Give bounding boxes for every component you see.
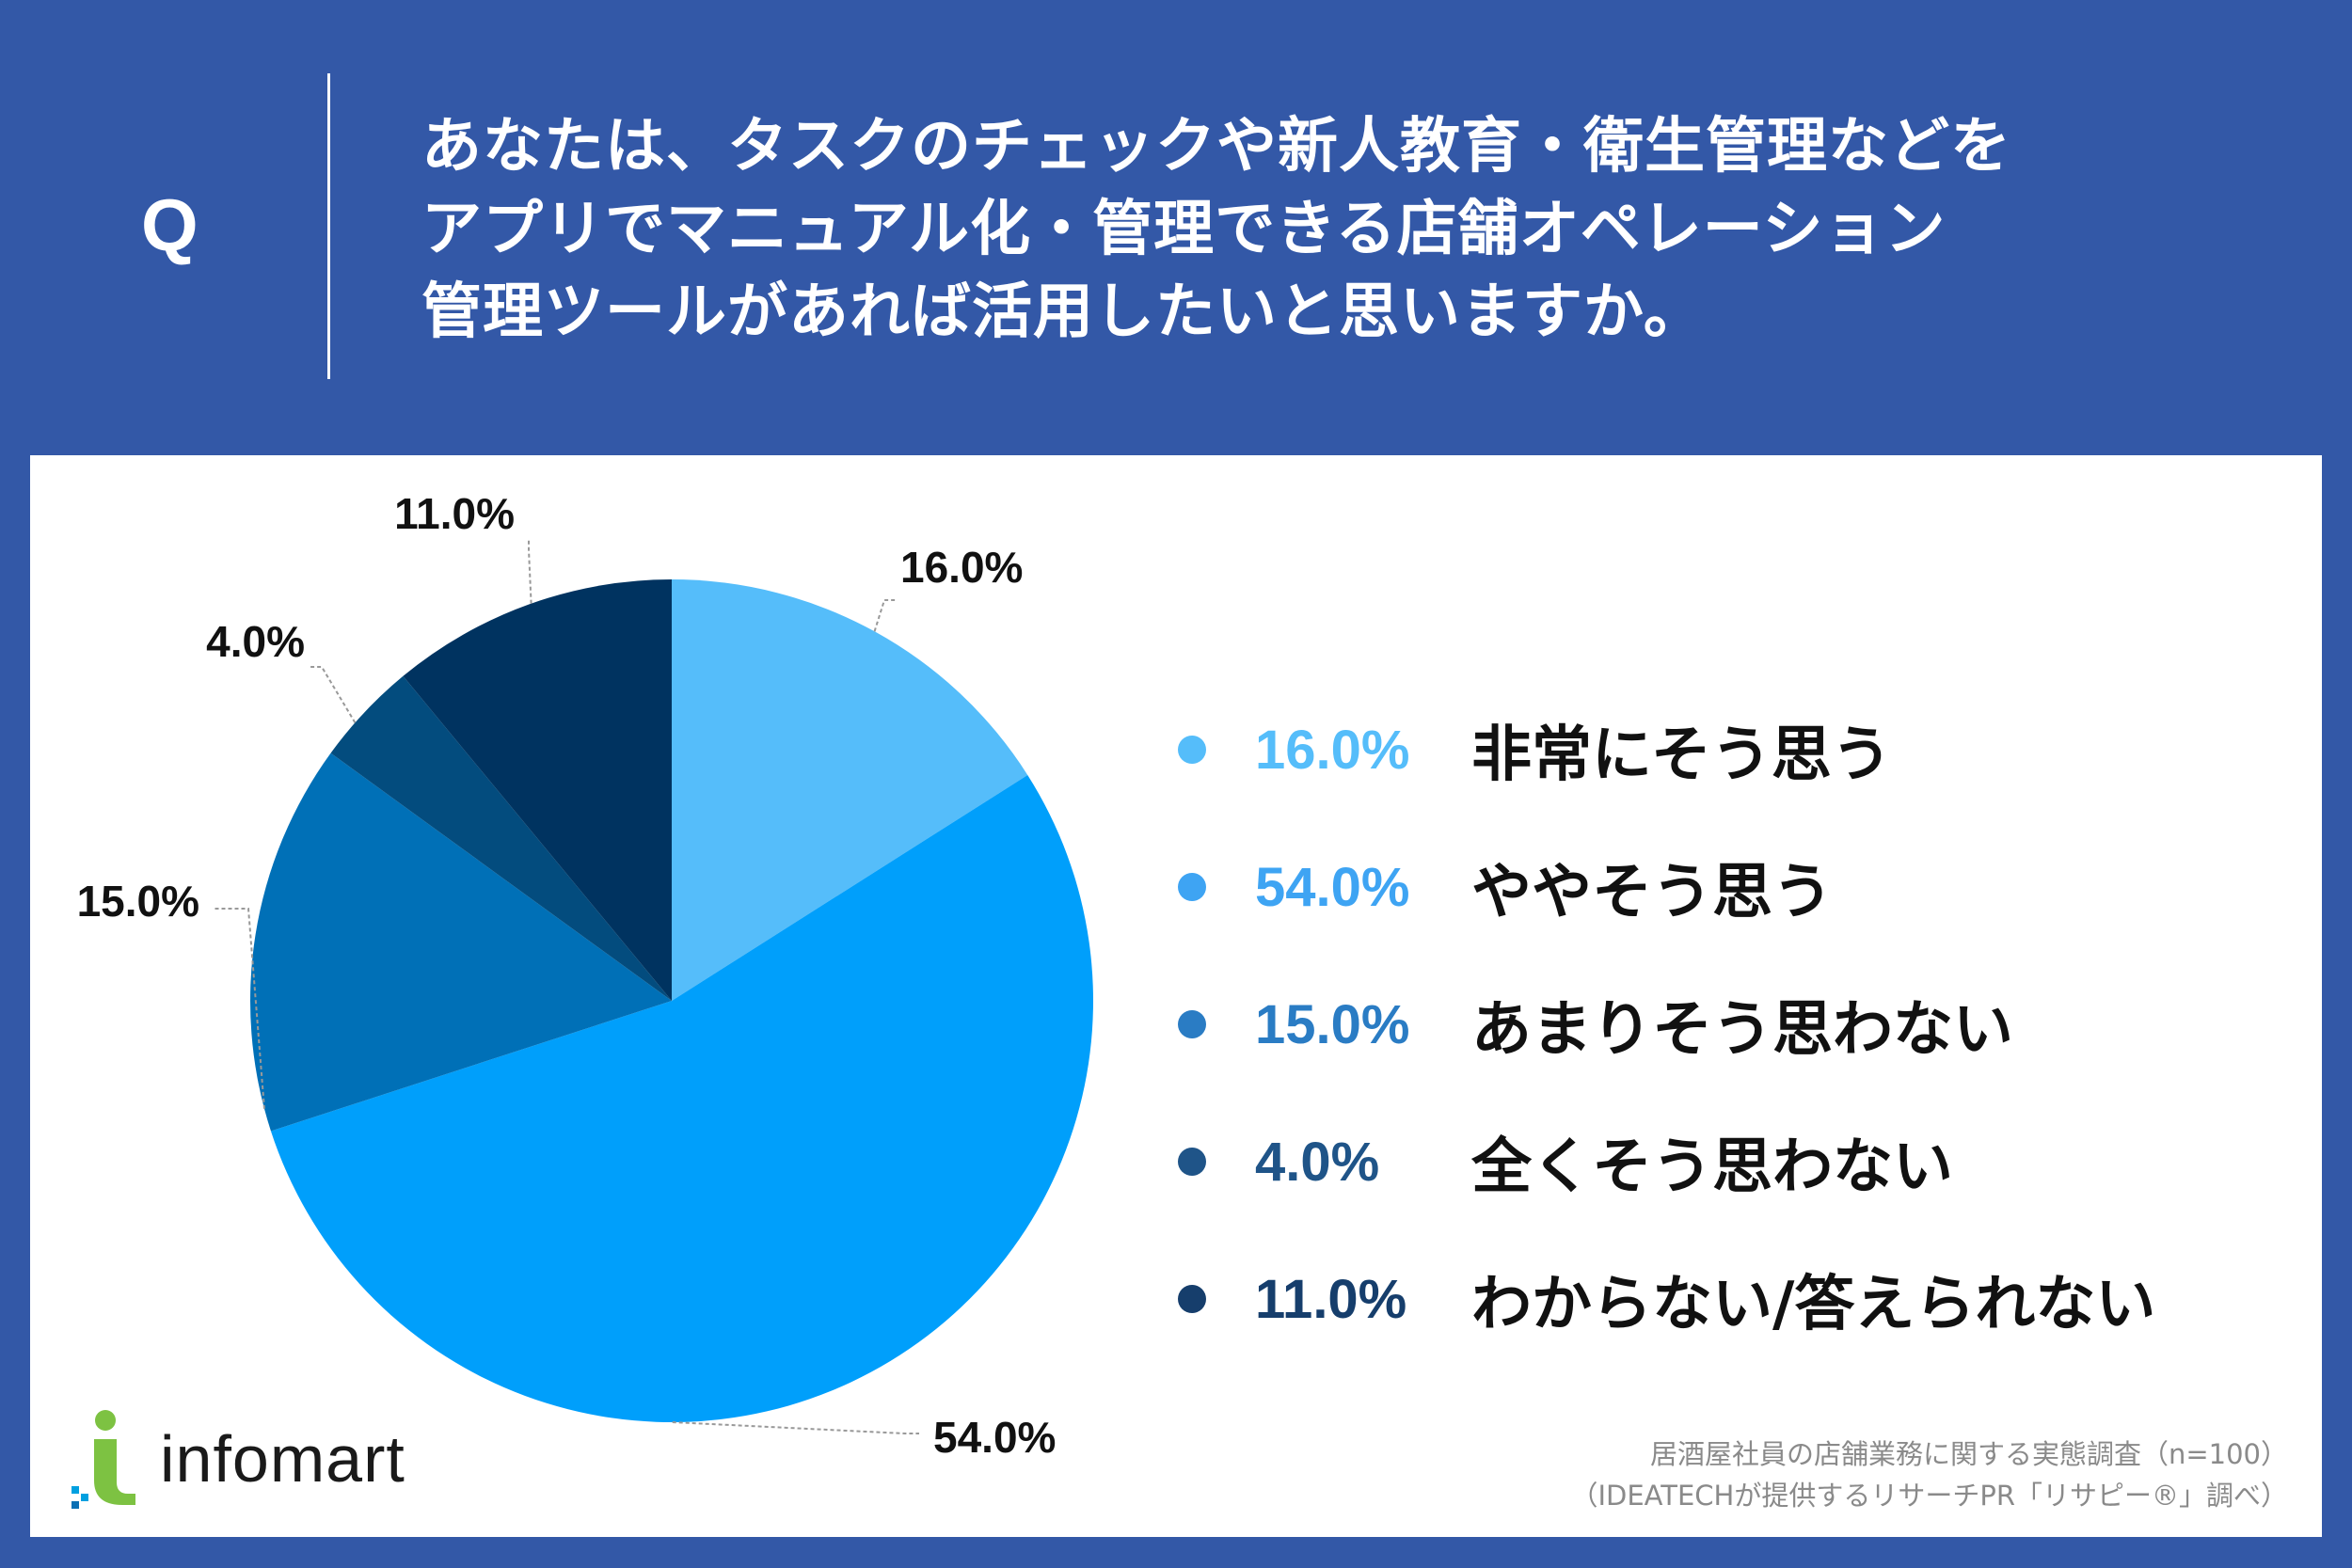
question-text: あなたは、タスクのチェックや新人教育・衛生管理などを アプリでマニュアル化・管理… xyxy=(421,105,2303,354)
question-marker: Q xyxy=(141,183,199,266)
legend-label-4: 全くそう思わない xyxy=(1471,1132,1953,1202)
infomart-logo-text: infomart xyxy=(160,1422,405,1496)
pie-slice-3 xyxy=(250,752,672,1132)
infomart-logo-icon xyxy=(72,1410,135,1509)
legend-pct-3: 15.0% xyxy=(1255,993,1410,1055)
legend-item-4: 4.0% 全くそう思わない xyxy=(1178,1093,2307,1230)
legend-label-1: 非常にそう思う xyxy=(1471,721,1892,790)
legend-pct-4: 4.0% xyxy=(1255,1131,1380,1193)
legend-label-5: わからない/答えられない xyxy=(1471,1270,2156,1339)
leader-line-2 xyxy=(672,1421,919,1434)
data-label-1: 16.0% xyxy=(900,543,1023,592)
legend-dot-3 xyxy=(1178,1010,1206,1038)
chart-panel: 16.0% 54.0% 15.0% 4.0% 11.0% 16.0% 非常にそう思う 5… xyxy=(30,455,2322,1537)
question-line-1: あなたは、タスクのチェックや新人教育・衛生管理などを xyxy=(421,112,2011,182)
legend-dot-5 xyxy=(1178,1285,1206,1313)
legend: 16.0% 非常にそう思う 54.0% ややそう思う 15.0% あまりそう思わ… xyxy=(1178,681,2307,1368)
legend-item-1: 16.0% 非常にそう思う xyxy=(1178,681,2307,818)
source-line-2: （IDEATECHが提供するリサーチPR「リサピー®」調べ） xyxy=(1570,1480,2288,1512)
leader-line-4 xyxy=(309,666,357,723)
legend-pct-1: 16.0% xyxy=(1255,719,1410,781)
data-label-4: 4.0% xyxy=(206,617,305,666)
leader-line-5 xyxy=(528,538,532,604)
source-note: 居酒屋社員の店舗業務に関する実態調査（n=100） （IDEATECHが提供する… xyxy=(1570,1433,2288,1516)
legend-item-2: 54.0% ややそう思う xyxy=(1178,818,2307,956)
legend-item-3: 15.0% あまりそう思わない xyxy=(1178,956,2307,1093)
leader-line-1 xyxy=(873,599,896,632)
legend-item-5: 11.0% わからない/答えられない xyxy=(1178,1230,2307,1368)
legend-dot-2 xyxy=(1178,873,1206,901)
data-label-3: 15.0% xyxy=(77,877,199,926)
legend-dot-4 xyxy=(1178,1148,1206,1176)
question-line-3: 管理ツールがあれば活用したいと思いますか。 xyxy=(421,277,1705,347)
data-label-5: 11.0% xyxy=(394,489,515,538)
legend-pct-5: 11.0% xyxy=(1255,1268,1407,1330)
pie-slice-2 xyxy=(270,774,1093,1422)
leader-line-3 xyxy=(214,908,265,1109)
infomart-logo: infomart xyxy=(68,1407,405,1511)
question-line-2: アプリでマニュアル化・管理できる店舗オペレーション xyxy=(421,195,1947,264)
source-line-1: 居酒屋社員の店舗業務に関する実態調査（n=100） xyxy=(1649,1438,2288,1470)
legend-label-3: あまりそう思わない xyxy=(1471,995,2013,1065)
pie-slice-5 xyxy=(403,579,672,1001)
pie-slice-4 xyxy=(330,675,672,1001)
legend-label-2: ややそう思う xyxy=(1471,858,1833,927)
legend-dot-1 xyxy=(1178,736,1206,764)
pie-slice-1 xyxy=(672,579,1028,1001)
data-label-2: 54.0% xyxy=(933,1413,1056,1462)
pie-chart: 16.0% 54.0% 15.0% 4.0% 11.0% xyxy=(77,489,1093,1462)
legend-pct-2: 54.0% xyxy=(1255,856,1410,918)
header-divider xyxy=(327,73,330,379)
